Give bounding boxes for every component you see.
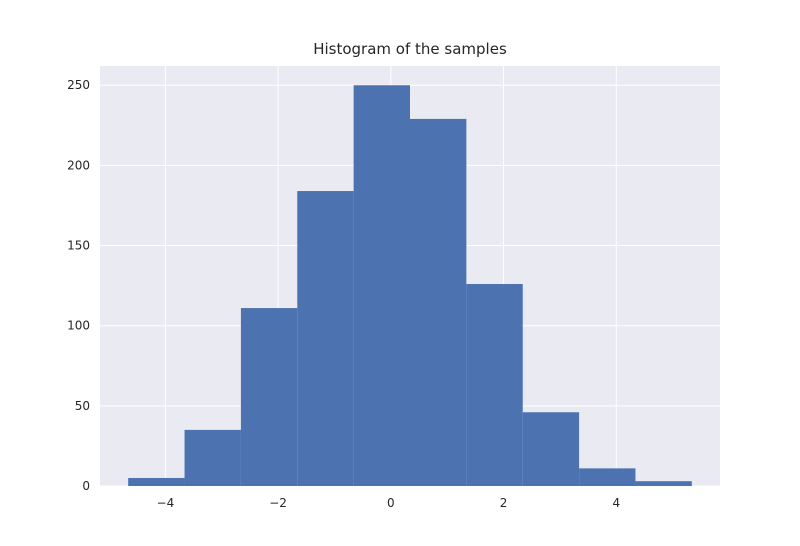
x-tick-label: 2 xyxy=(500,496,508,510)
histogram-bar xyxy=(635,481,692,486)
y-tick-label: 100 xyxy=(67,319,90,333)
y-tick-label: 200 xyxy=(67,158,90,172)
histogram-bar xyxy=(297,191,354,487)
x-tick-label: −4 xyxy=(157,496,175,510)
y-tick-label: 50 xyxy=(75,399,90,413)
histogram-bar xyxy=(410,118,467,487)
y-tick-label: 250 xyxy=(67,78,90,92)
chart-title: Histogram of the samples xyxy=(313,40,507,58)
y-axis-ticks: 0 50 100 150 200 250 xyxy=(67,78,90,493)
histogram-bar xyxy=(466,284,523,486)
x-tick-label: −2 xyxy=(269,496,287,510)
x-axis-ticks: −4 −2 0 2 4 xyxy=(157,496,621,510)
x-tick-label: 4 xyxy=(612,496,620,510)
histogram-bars xyxy=(128,85,692,487)
histogram-bar xyxy=(184,429,241,486)
y-tick-label: 0 xyxy=(82,479,90,493)
histogram-bar xyxy=(240,308,298,486)
x-tick-label: 0 xyxy=(387,496,395,510)
histogram-bar xyxy=(128,477,185,486)
histogram-bar xyxy=(579,468,636,486)
histogram-bar xyxy=(522,412,580,486)
y-tick-label: 150 xyxy=(67,239,90,253)
histogram-bar xyxy=(353,85,410,487)
